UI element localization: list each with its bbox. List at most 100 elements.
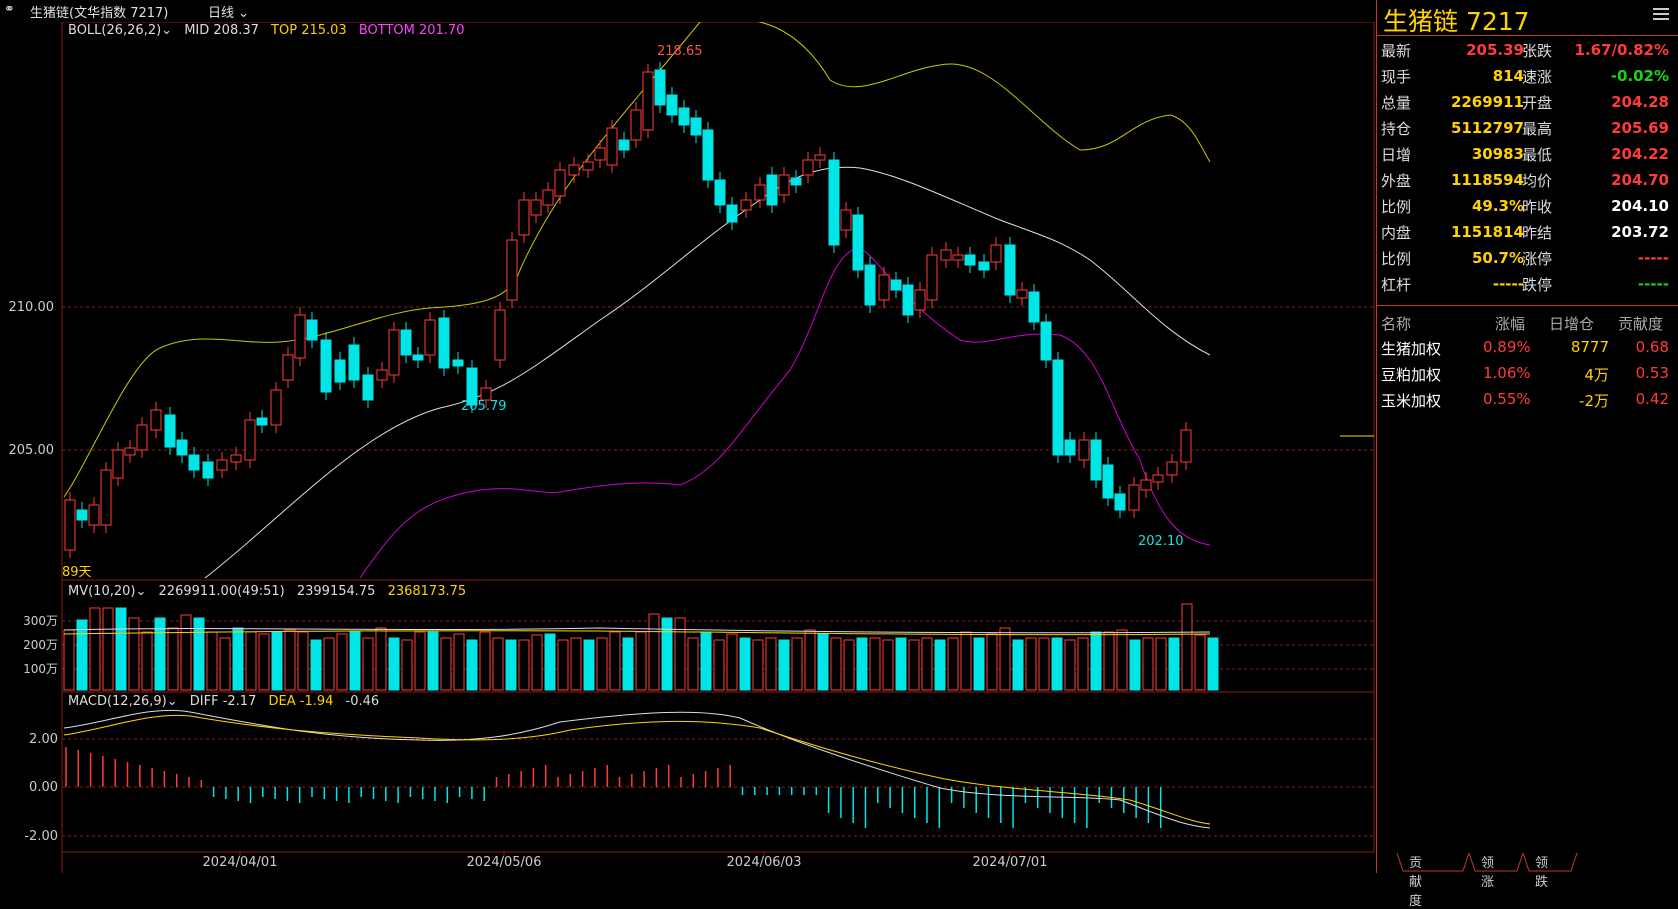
symbol-label[interactable]: 生猪链(文华指数 7217) <box>30 6 169 21</box>
candle-body <box>1016 289 1028 299</box>
volume-bar <box>89 607 101 691</box>
col-name[interactable]: 名称 <box>1381 315 1412 333</box>
chart-canvas[interactable]: 210.00 205.00 300万 200万 100万 2.00 0.00 -2.00 202… <box>0 0 1375 873</box>
tab-shapes <box>1396 852 1578 872</box>
price-pane-border <box>61 21 1375 581</box>
volume-bar <box>76 619 88 691</box>
candle-body <box>64 499 76 551</box>
macd-label[interactable]: MACD(12,26,9) <box>68 694 167 709</box>
candle-body <box>618 139 630 151</box>
quote-value: ----- <box>1492 275 1524 293</box>
date-axis-label: 2024/06/03 <box>727 855 802 870</box>
candle-body <box>790 177 802 186</box>
candle-body <box>554 169 566 197</box>
candle-body <box>852 214 864 271</box>
candle-body <box>1166 461 1178 476</box>
quote-label: 昨结 <box>1522 224 1553 242</box>
candle-body <box>230 454 242 463</box>
quote-row: 最新 205.39 张跌 1.67/0.82% <box>1377 37 1678 63</box>
macd-value: -0.46 <box>345 694 380 709</box>
volume-bar <box>1025 637 1037 691</box>
volume-bar <box>388 637 400 691</box>
quote-row: 比例 50.7% 涨停 ----- <box>1377 245 1678 271</box>
candle-body <box>1052 359 1064 456</box>
volume-bar <box>921 637 933 691</box>
candle-body <box>136 424 148 451</box>
chevron-down-icon[interactable]: ⌄ <box>166 694 178 709</box>
quote-value: 49.3% <box>1471 197 1524 215</box>
candle-body <box>150 409 162 431</box>
quote-label: 最低 <box>1522 146 1553 164</box>
quote-value: 204.10 <box>1611 197 1669 215</box>
tab-contribution[interactable]: 贡献度 <box>1409 856 1423 909</box>
volume-bar <box>232 627 244 691</box>
quote-value: 1151814 <box>1450 223 1524 241</box>
volume-bar <box>258 633 270 691</box>
candle-body <box>282 354 294 381</box>
candle-body <box>76 509 88 521</box>
candle-body <box>1180 429 1192 463</box>
chevron-down-icon[interactable]: ⌄ <box>161 23 173 38</box>
volume-bar <box>609 631 621 691</box>
chevron-down-icon: ⌄ <box>234 6 250 21</box>
quote-label: 外盘 <box>1381 172 1412 190</box>
volume-bar <box>1181 603 1193 691</box>
tab-leading-gainers[interactable]: 领涨 <box>1481 856 1495 890</box>
row-contrib: 0.68 <box>1635 338 1669 356</box>
volume-bar <box>479 631 491 691</box>
volume-bar <box>843 639 855 691</box>
volume-bar <box>440 637 452 691</box>
candle-body <box>702 129 714 181</box>
candle-body <box>412 354 424 361</box>
col-contrib[interactable]: 贡献度 <box>1618 315 1664 333</box>
quote-label: 持仓 <box>1381 120 1412 138</box>
period-selector[interactable]: 日线 ⌄ <box>208 2 249 21</box>
candle-body <box>88 504 100 526</box>
vol-label[interactable]: MV(10,20) <box>68 584 136 599</box>
chevron-down-icon[interactable]: ⌄ <box>135 584 147 599</box>
table-row[interactable]: 生猪加权 0.89% 8777 0.68 <box>1377 335 1678 361</box>
candle-body <box>802 159 814 176</box>
volume-bar <box>1077 637 1089 691</box>
macd-axis-label: 2.00 <box>29 732 58 747</box>
volume-bar <box>1103 631 1115 691</box>
vol-value-2: 2399154.75 <box>296 584 376 599</box>
boll-label[interactable]: BOLL(26,26,2) <box>68 23 162 38</box>
quote-label: 均价 <box>1522 172 1553 190</box>
candle-body <box>112 449 124 479</box>
volume-ma20-line <box>63 630 1211 636</box>
tab-leading-losers[interactable]: 领跌 <box>1535 856 1549 890</box>
quote-value: 204.22 <box>1611 145 1669 163</box>
col-change[interactable]: 涨幅 <box>1495 315 1526 333</box>
volume-bar <box>1129 639 1141 691</box>
volume-bar <box>505 639 517 691</box>
divider <box>1377 35 1678 36</box>
link-icon[interactable]: ⚭ <box>4 2 15 17</box>
volume-bar <box>960 631 972 691</box>
volume-bar <box>271 631 283 691</box>
candle-body <box>740 199 752 211</box>
quote-value: 205.69 <box>1611 119 1669 137</box>
chart-area[interactable]: 210.00 205.00 300万 200万 100万 2.00 0.00 -2.00 202… <box>0 0 1375 873</box>
col-oi[interactable]: 日增仓 <box>1549 315 1595 333</box>
quote-label: 涨停 <box>1522 250 1553 268</box>
volume-bar <box>310 639 322 691</box>
price-axis-label: 205.00 <box>9 443 55 458</box>
quote-label: 杠杆 <box>1381 276 1412 294</box>
table-row[interactable]: 玉米加权 0.55% -2万 0.42 <box>1377 387 1678 413</box>
quote-row: 比例 49.3% 昨收 204.10 <box>1377 193 1678 219</box>
quote-label: 现手 <box>1381 68 1412 86</box>
volume-bar <box>804 629 816 691</box>
volume-bar <box>518 639 530 691</box>
volume-bar <box>557 639 569 691</box>
quote-value: 204.28 <box>1611 93 1669 111</box>
quote-label: 日增 <box>1381 146 1412 164</box>
volume-bar <box>297 631 309 691</box>
table-row[interactable]: 豆粕加权 1.06% 4万 0.53 <box>1377 361 1678 387</box>
volume-bar <box>687 637 699 691</box>
menu-icon[interactable] <box>1653 8 1669 22</box>
volume-bar <box>1194 634 1206 691</box>
boll-legend: BOLL(26,26,2)⌄ MID 208.37 TOP 215.03 BOT… <box>68 23 472 38</box>
candle-body <box>630 109 642 141</box>
quote-value: 50.7% <box>1471 249 1524 267</box>
